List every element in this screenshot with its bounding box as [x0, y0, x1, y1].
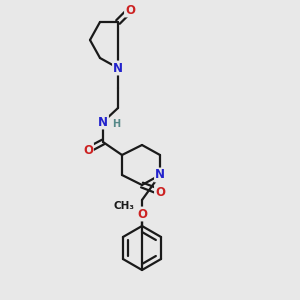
Text: N: N	[98, 116, 108, 128]
Text: H: H	[112, 119, 120, 129]
Text: N: N	[155, 169, 165, 182]
Text: N: N	[113, 61, 123, 74]
Text: CH₃: CH₃	[113, 201, 134, 211]
Text: O: O	[83, 143, 93, 157]
Text: O: O	[137, 208, 147, 220]
Text: O: O	[125, 4, 135, 16]
Text: O: O	[155, 185, 165, 199]
